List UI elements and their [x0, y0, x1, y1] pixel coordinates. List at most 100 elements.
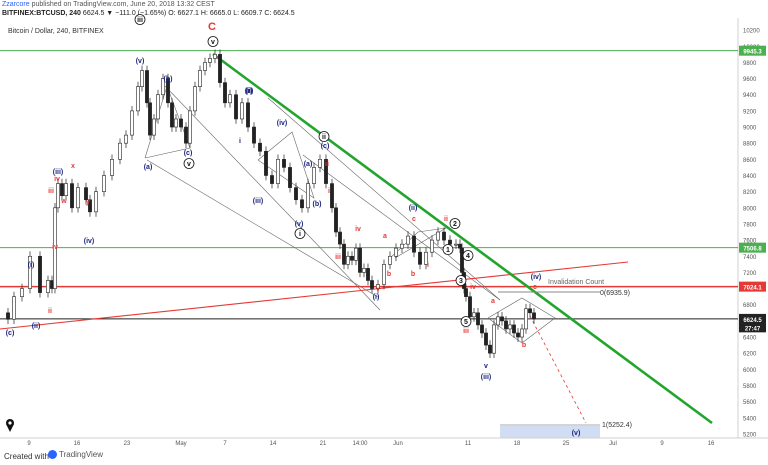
drawing-tool-icon	[6, 419, 14, 432]
price-label-box	[739, 242, 766, 253]
candle-body	[228, 94, 232, 104]
x-tick-label: May	[175, 441, 186, 447]
candle-body	[496, 316, 500, 326]
wave-label-circle	[294, 228, 306, 239]
wave-label-text: b	[387, 271, 391, 278]
price-label-text: 6624.5	[743, 318, 762, 324]
wave-label: iii	[463, 328, 469, 335]
candle-body	[508, 324, 512, 330]
candle-body	[528, 308, 532, 314]
candle-body	[448, 239, 452, 245]
wave-label: iv	[355, 226, 361, 233]
wave-label: iv	[54, 176, 60, 183]
candle-body	[504, 320, 508, 330]
wave-label-text: (i)	[373, 294, 380, 301]
wave-label-text: (a)	[304, 161, 313, 168]
candle-body	[102, 175, 106, 192]
wave-label: iii	[134, 14, 146, 25]
wave-label: (a)	[144, 164, 153, 171]
wave-label: c	[412, 216, 416, 223]
y-tick-label: 5600	[743, 400, 757, 406]
publish-info: Zzarcore published on TradingView.com, J…	[2, 1, 215, 8]
symbol-label: BITFINEX:BTCUSD, 240	[2, 10, 81, 17]
candle-body	[148, 102, 152, 136]
y-tick-label: 9000	[743, 126, 757, 132]
candle-body	[270, 175, 274, 184]
price-label-box	[739, 281, 766, 292]
wave-label: (a)	[304, 161, 313, 168]
candle-body	[354, 247, 358, 261]
wave-label-text: v	[187, 161, 191, 168]
tradingview-brand-label: TradingView	[59, 450, 104, 459]
tradingview-logo-icon	[48, 450, 57, 460]
wave-label-circle	[134, 14, 146, 25]
wave-label: (c)	[321, 143, 330, 150]
wave-label: (v)	[136, 58, 145, 65]
candle-body	[156, 94, 160, 120]
invalidation-label: Invalidation Count	[548, 279, 604, 286]
wave-label-text: (ii)	[245, 88, 254, 95]
candle-body	[524, 308, 528, 330]
wave-label-circle	[460, 316, 472, 327]
candle-body	[488, 344, 492, 354]
wave-label-text: (iv)	[277, 120, 288, 127]
y-tick-label: 9800	[743, 61, 757, 67]
candle-body	[512, 324, 516, 334]
candle-body	[161, 78, 165, 96]
wave-label-text: 5	[464, 319, 468, 326]
wave-label: (i)	[28, 262, 35, 269]
wave-label-text: v	[211, 39, 215, 46]
candle-body	[370, 280, 374, 289]
wave-label-text: 4	[466, 253, 470, 260]
candle-body	[400, 243, 404, 249]
y-tick-label: 7400	[743, 255, 757, 261]
wave-label-text: C	[208, 21, 216, 33]
wave-label: (b)	[313, 201, 322, 208]
candle-body	[362, 268, 366, 273]
wave-label-text: iii	[137, 17, 143, 24]
wave-label-text: i	[239, 138, 241, 145]
wave-label-text: (ii)	[32, 323, 41, 330]
candle-body	[240, 102, 244, 120]
candle-body	[118, 142, 122, 160]
target-zone	[500, 426, 600, 438]
wave-label-text: (i)	[28, 262, 35, 269]
wave-label: (ii)	[245, 88, 254, 95]
y-tick-label: 7800	[743, 222, 757, 228]
wave-label: (v)	[572, 430, 581, 437]
wave-label: w	[60, 198, 67, 205]
wave-label-text: (ii)	[409, 205, 418, 212]
wave-label-circle	[442, 244, 454, 255]
y-tick-label: 5400	[743, 416, 757, 422]
wave-label-text: v	[376, 286, 380, 293]
wave-label: (ii)	[32, 323, 41, 330]
candle-body	[358, 247, 362, 273]
candle-body	[476, 312, 480, 326]
candle-body	[170, 102, 174, 128]
candle-body	[338, 231, 342, 245]
wave-label-text: (iii)	[253, 198, 264, 205]
candle-body	[140, 70, 144, 87]
wave-label: i	[427, 262, 429, 269]
y-tick-label: 7600	[743, 239, 757, 245]
candle-body	[324, 159, 328, 184]
author-name[interactable]: Zzarcore	[2, 1, 30, 8]
wave-label: (c)	[184, 150, 193, 157]
wave-label-text: b	[522, 342, 526, 349]
y-tick-label: 7200	[743, 271, 757, 277]
tradingview-brand[interactable]: TradingView	[48, 450, 104, 460]
y-tick-label: 8200	[743, 190, 757, 196]
wave-label: (iv)	[531, 274, 542, 281]
wave-label-text: (iii)	[481, 374, 492, 381]
wave-label: b	[387, 271, 391, 278]
candle-body	[20, 288, 24, 297]
price-label-text: 7506.8	[743, 247, 762, 253]
candle-body	[350, 255, 354, 261]
candle-body	[252, 126, 256, 144]
y-tick-label: 6400	[743, 336, 757, 342]
wave-label-text: (b)	[164, 76, 173, 83]
wave-label-text: (a)	[144, 164, 153, 171]
wave-label-text: i	[328, 188, 330, 195]
wave-label-text: (c)	[6, 330, 15, 337]
